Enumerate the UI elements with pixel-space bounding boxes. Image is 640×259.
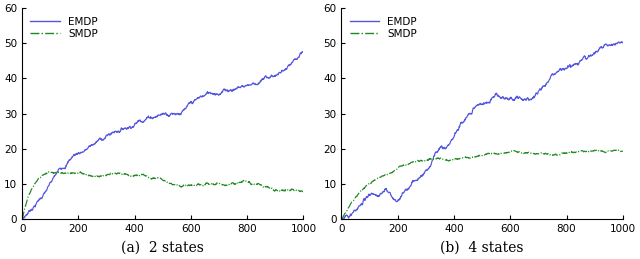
SMDP <box>461 155 469 158</box>
SMDP <box>531 153 539 156</box>
EMDP <box>300 51 307 54</box>
SMDP <box>238 181 246 184</box>
EMDP <box>142 118 150 121</box>
EMDP <box>19 218 26 221</box>
EMDP <box>618 40 625 43</box>
EMDP <box>531 94 539 97</box>
Line: SMDP: SMDP <box>342 150 623 219</box>
SMDP <box>47 171 55 174</box>
Line: EMDP: EMDP <box>342 42 623 219</box>
SMDP <box>143 174 150 177</box>
SMDP <box>452 157 460 160</box>
SMDP <box>45 170 53 173</box>
EMDP <box>562 67 570 70</box>
SMDP <box>338 218 346 221</box>
SMDP <box>132 174 140 177</box>
Line: EMDP: EMDP <box>22 52 303 219</box>
X-axis label: (b)  4 states: (b) 4 states <box>440 241 524 255</box>
EMDP <box>237 84 245 88</box>
EMDP <box>132 121 140 125</box>
SMDP <box>562 152 570 155</box>
EMDP <box>452 132 460 135</box>
SMDP <box>300 191 307 194</box>
EMDP <box>557 67 564 70</box>
EMDP <box>461 117 469 120</box>
Legend: EMDP, SMDP: EMDP, SMDP <box>347 13 420 42</box>
EMDP <box>338 218 346 221</box>
X-axis label: (a)  2 states: (a) 2 states <box>122 241 204 255</box>
SMDP <box>243 180 251 183</box>
EMDP <box>619 41 627 44</box>
SMDP <box>557 153 564 156</box>
SMDP <box>619 149 627 152</box>
SMDP <box>212 182 220 185</box>
SMDP <box>611 149 619 152</box>
EMDP <box>212 93 220 97</box>
Legend: EMDP, SMDP: EMDP, SMDP <box>28 13 101 42</box>
EMDP <box>243 84 250 87</box>
EMDP <box>47 180 55 183</box>
Line: SMDP: SMDP <box>22 171 303 219</box>
SMDP <box>19 218 26 221</box>
SMDP <box>367 182 374 185</box>
EMDP <box>299 50 307 53</box>
EMDP <box>367 194 374 197</box>
